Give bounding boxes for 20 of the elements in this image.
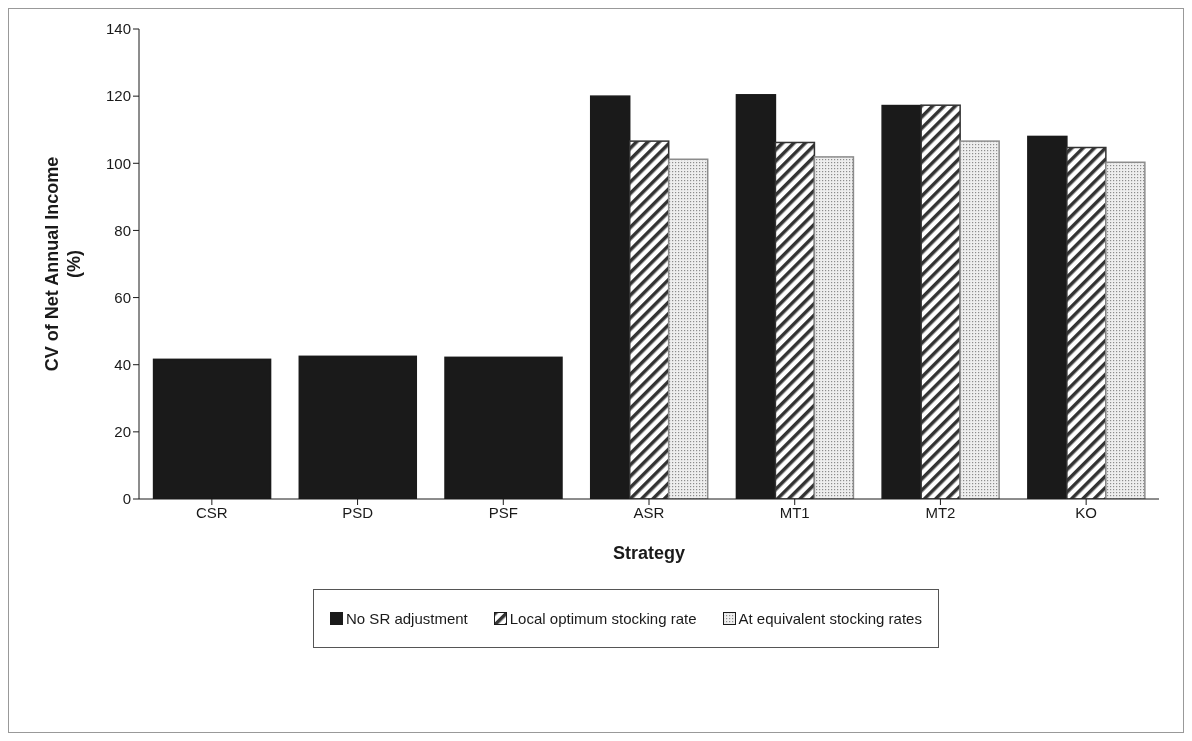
y-tick-label: 40 — [114, 356, 131, 374]
y-axis-title: CV of Net Annual Income (%) — [42, 156, 84, 372]
legend-label: At equivalent stocking rates — [738, 610, 922, 627]
y-tick-label: 20 — [114, 423, 131, 441]
x-tick-label: PSD — [342, 503, 374, 521]
x-tick-label: PSF — [488, 503, 518, 521]
x-tick-label: CSR — [196, 503, 228, 521]
legend-label: No SR adjustment — [346, 610, 468, 627]
x-tick-label: MT1 — [779, 503, 810, 521]
y-tick-label: 60 — [114, 288, 131, 306]
x-tick-label: ASR — [633, 503, 665, 521]
y-tick-label: 0 — [122, 490, 131, 508]
x-axis-title: Strategy — [612, 543, 686, 563]
y-tick-label: 140 — [105, 20, 131, 38]
x-tick-label: MT2 — [925, 503, 956, 521]
y-tick-label: 80 — [114, 221, 131, 239]
legend-label: Local optimum stocking rate — [509, 610, 697, 627]
y-tick-label: 120 — [105, 87, 131, 105]
y-tick-label: 100 — [105, 154, 131, 172]
x-tick-label: KO — [1075, 503, 1097, 521]
